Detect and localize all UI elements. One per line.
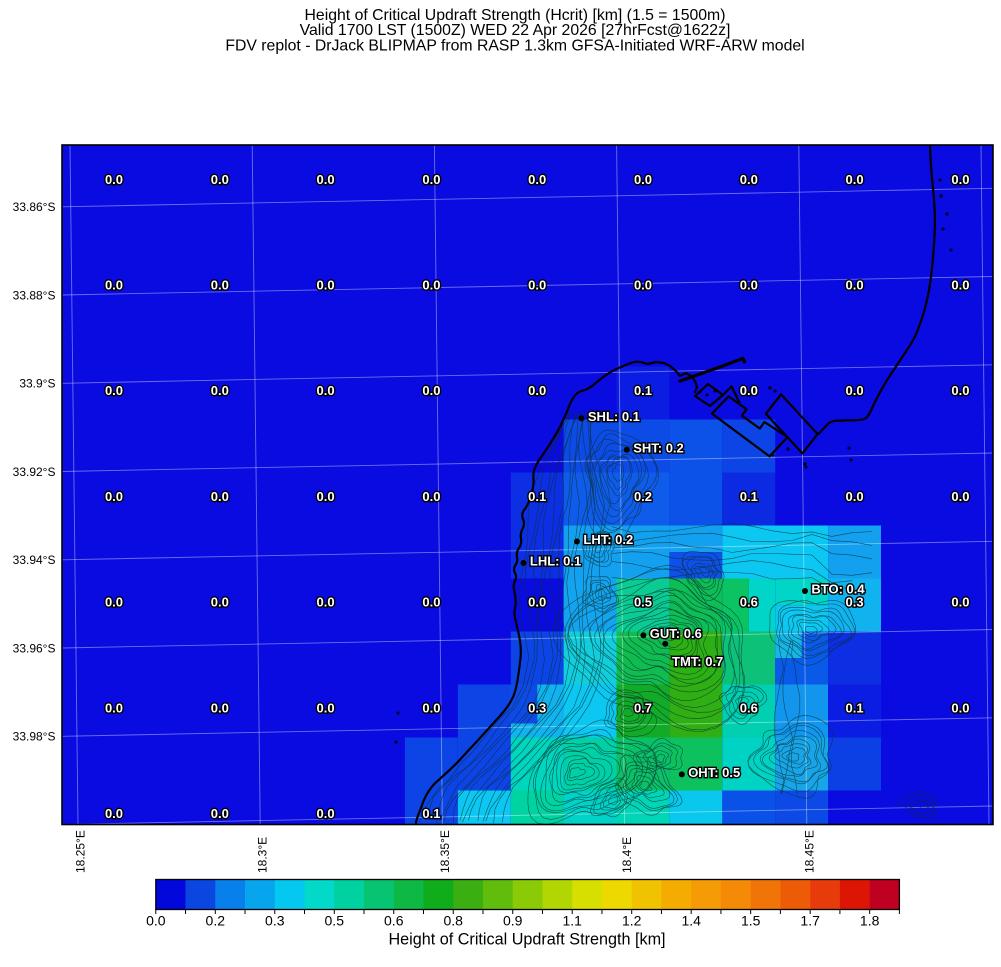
svg-text:0.0: 0.0 (105, 489, 123, 504)
svg-text:0.0: 0.0 (211, 172, 229, 187)
svg-text:0.9: 0.9 (503, 912, 523, 928)
svg-text:0.0: 0.0 (846, 383, 864, 398)
svg-text:GUT: 0.6: GUT: 0.6 (650, 626, 702, 641)
svg-text:0.0: 0.0 (211, 595, 229, 610)
svg-text:0.0: 0.0 (846, 172, 864, 187)
svg-text:0.6: 0.6 (740, 700, 758, 715)
svg-text:1.5: 1.5 (741, 912, 761, 928)
svg-text:0.0: 0.0 (634, 278, 652, 293)
svg-text:LHL: 0.1: LHL: 0.1 (530, 554, 581, 569)
svg-text:0.0: 0.0 (317, 806, 335, 821)
svg-text:0.0: 0.0 (422, 595, 440, 610)
svg-text:0.6: 0.6 (740, 595, 758, 610)
svg-text:LHT: 0.2: LHT: 0.2 (583, 532, 633, 547)
svg-text:18.45°E: 18.45°E (802, 830, 816, 873)
svg-text:0.0: 0.0 (740, 383, 758, 398)
svg-text:0.1: 0.1 (846, 700, 864, 715)
svg-text:0.0: 0.0 (211, 806, 229, 821)
svg-text:0.0: 0.0 (211, 383, 229, 398)
svg-text:0.0: 0.0 (317, 172, 335, 187)
svg-text:Height of Critical Updraft Str: Height of Critical Updraft Strength [km] (388, 930, 665, 948)
svg-text:0.0: 0.0 (105, 278, 123, 293)
svg-text:33.92°S: 33.92°S (13, 465, 56, 479)
svg-text:0.0: 0.0 (211, 278, 229, 293)
svg-text:BTO: 0.4: BTO: 0.4 (811, 582, 865, 597)
svg-text:0.5: 0.5 (325, 912, 345, 928)
svg-text:33.96°S: 33.96°S (13, 641, 56, 655)
svg-text:0.1: 0.1 (634, 383, 652, 398)
svg-text:0.3: 0.3 (846, 595, 864, 610)
svg-text:0.0: 0.0 (317, 489, 335, 504)
svg-text:0.1: 0.1 (422, 806, 440, 821)
svg-text:0.0: 0.0 (951, 489, 969, 504)
svg-text:0.0: 0.0 (951, 172, 969, 187)
svg-text:1.1: 1.1 (562, 912, 582, 928)
svg-text:0.0: 0.0 (422, 700, 440, 715)
svg-text:0.0: 0.0 (528, 595, 546, 610)
svg-text:0.0: 0.0 (528, 383, 546, 398)
svg-text:SHT: 0.2: SHT: 0.2 (633, 440, 684, 455)
svg-text:0.3: 0.3 (265, 912, 285, 928)
svg-text:0.0: 0.0 (146, 912, 166, 928)
svg-text:18.3°E: 18.3°E (256, 837, 270, 873)
svg-text:33.98°S: 33.98°S (13, 730, 56, 744)
svg-text:0.0: 0.0 (105, 700, 123, 715)
svg-text:0.0: 0.0 (105, 383, 123, 398)
svg-text:0.0: 0.0 (422, 383, 440, 398)
svg-text:0.0: 0.0 (422, 489, 440, 504)
svg-text:0.0: 0.0 (211, 489, 229, 504)
svg-text:33.9°S: 33.9°S (19, 377, 55, 391)
svg-text:0.0: 0.0 (951, 278, 969, 293)
svg-text:33.86°S: 33.86°S (13, 200, 56, 214)
svg-text:0.1: 0.1 (528, 489, 546, 504)
svg-text:18.4°E: 18.4°E (620, 837, 634, 873)
svg-text:0.0: 0.0 (528, 172, 546, 187)
svg-text:0.0: 0.0 (422, 172, 440, 187)
svg-text:0.0: 0.0 (951, 595, 969, 610)
svg-text:0.3: 0.3 (528, 700, 546, 715)
svg-text:0.0: 0.0 (105, 595, 123, 610)
svg-text:0.0: 0.0 (105, 806, 123, 821)
svg-text:0.6: 0.6 (384, 912, 404, 928)
svg-text:0.0: 0.0 (634, 172, 652, 187)
svg-text:0.0: 0.0 (951, 700, 969, 715)
svg-text:0.0: 0.0 (528, 278, 546, 293)
svg-text:0.0: 0.0 (740, 172, 758, 187)
svg-text:Valid 1700 LST (1500Z) WED 22: Valid 1700 LST (1500Z) WED 22 Apr 2026 [… (300, 22, 731, 39)
svg-text:18.35°E: 18.35°E (438, 830, 452, 873)
svg-text:1.7: 1.7 (800, 912, 820, 928)
svg-text:TMT: 0.7: TMT: 0.7 (672, 654, 723, 669)
svg-text:0.0: 0.0 (740, 278, 758, 293)
svg-text:33.88°S: 33.88°S (13, 288, 56, 302)
svg-text:0.1: 0.1 (740, 489, 758, 504)
svg-text:0.5: 0.5 (634, 595, 652, 610)
svg-text:0.0: 0.0 (317, 278, 335, 293)
svg-text:1.4: 1.4 (681, 912, 701, 928)
svg-text:0.0: 0.0 (846, 278, 864, 293)
svg-text:OHT: 0.5: OHT: 0.5 (688, 765, 740, 780)
svg-text:FDV replot - DrJack BLIPMAP fr: FDV replot - DrJack BLIPMAP from RASP 1.… (225, 38, 804, 55)
svg-text:18.25°E: 18.25°E (74, 830, 88, 873)
svg-text:0.0: 0.0 (317, 595, 335, 610)
svg-text:0.0: 0.0 (422, 278, 440, 293)
svg-text:1.2: 1.2 (622, 912, 642, 928)
svg-text:0.0: 0.0 (846, 489, 864, 504)
svg-text:0.0: 0.0 (105, 172, 123, 187)
svg-text:0.8: 0.8 (444, 912, 464, 928)
svg-text:0.2: 0.2 (206, 912, 226, 928)
svg-text:1.8: 1.8 (860, 912, 880, 928)
svg-text:0.7: 0.7 (634, 700, 652, 715)
svg-text:0.0: 0.0 (211, 700, 229, 715)
svg-text:Height of Critical Updraft Str: Height of Critical Updraft Strength (Hcr… (305, 7, 726, 24)
svg-text:0.0: 0.0 (317, 700, 335, 715)
svg-text:0.0: 0.0 (951, 383, 969, 398)
svg-text:SHL: 0.1: SHL: 0.1 (588, 409, 640, 424)
svg-text:0.2: 0.2 (634, 489, 652, 504)
svg-text:0.0: 0.0 (317, 383, 335, 398)
svg-text:33.94°S: 33.94°S (13, 553, 56, 567)
